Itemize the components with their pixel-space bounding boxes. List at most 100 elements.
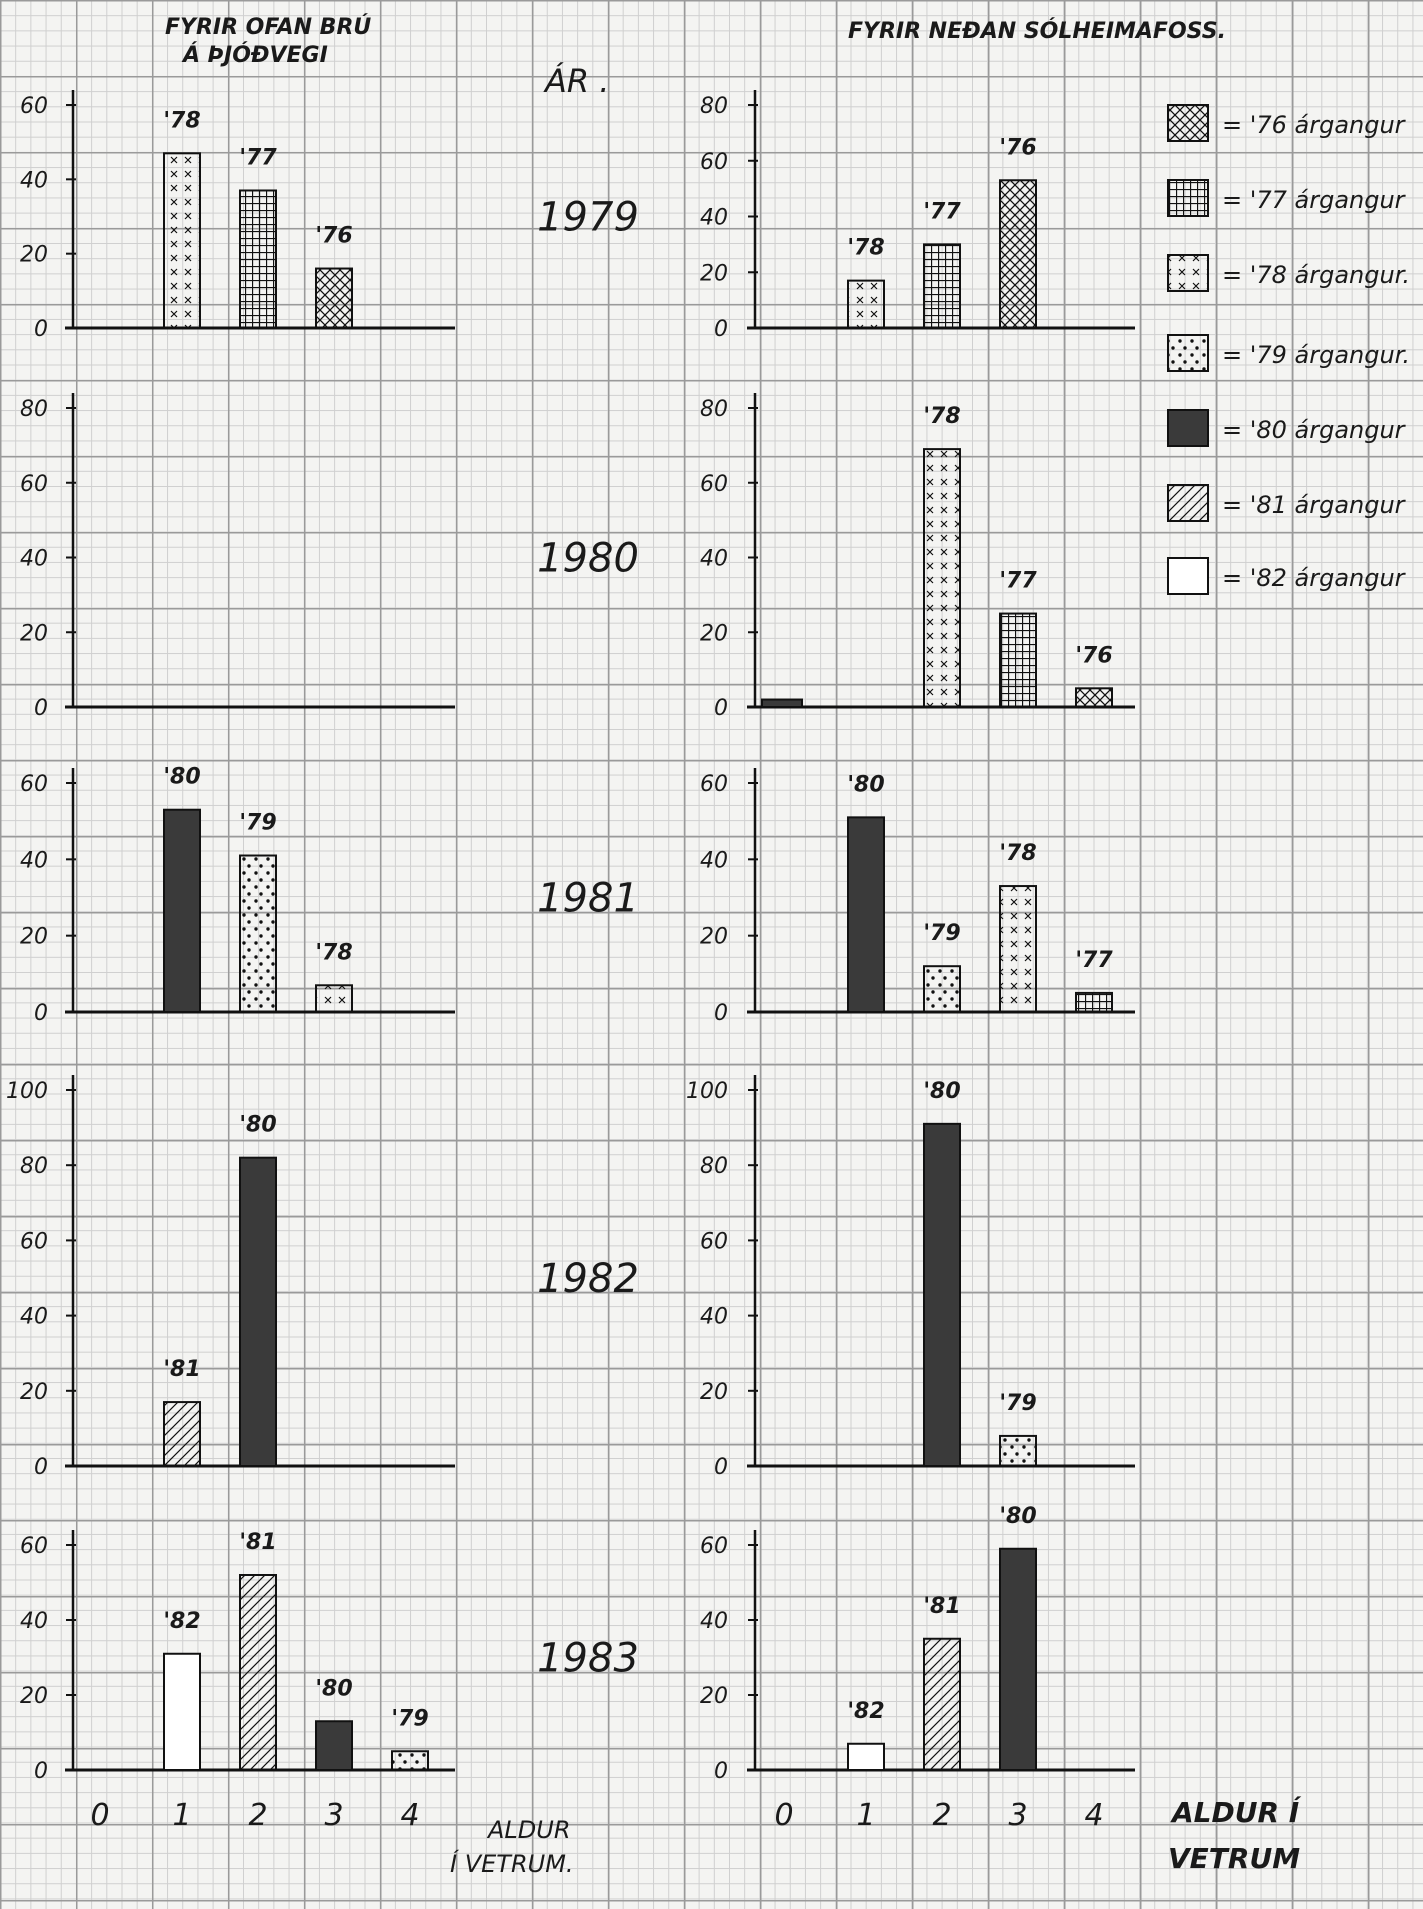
bar-age-1-cohort-78: [163, 152, 201, 329]
y-tick-label: 0: [714, 696, 728, 721]
bar-label: '80: [923, 1079, 960, 1104]
left-xlabel-line1: ALDUR: [486, 1816, 571, 1844]
year-label-1979: 1979: [537, 195, 639, 241]
left-x-tick-1: 1: [172, 1798, 191, 1833]
bar-age-1-cohort-82: [163, 1652, 201, 1771]
right-panel-1982: 0 20 40 60 80 100 '80 '79: [686, 1075, 1135, 1480]
y-tick-label: 20: [20, 243, 48, 268]
bar-label: '76: [1075, 643, 1112, 668]
y-tick-label: 40: [700, 848, 728, 873]
left-panel-title: FYRIR OFAN BRÚ Á ÞJÓÐVEGI: [165, 14, 371, 68]
bar-age-1-cohort-81: [163, 1401, 201, 1467]
bar-age-3-cohort-78: [315, 984, 353, 1013]
bar-age-2-cohort-77: [239, 189, 277, 329]
bar-label: '79: [391, 1706, 428, 1731]
bar-age-2-cohort-81: [923, 1637, 961, 1771]
y-tick-label: 20: [700, 261, 728, 286]
bar-label: '78: [999, 841, 1036, 866]
chart-panels: 0 20 40 60 '78 '77 '76 0 20 40 60 80 '78 '77 '76 0 20 40 6…: [6, 90, 1135, 1784]
y-tick-label: 60: [700, 1229, 728, 1254]
bar-label: '78: [163, 108, 200, 133]
y-tick-label: 40: [20, 848, 48, 873]
bar-age-3-cohort-76: [315, 267, 353, 329]
y-tick-label: 100: [686, 1079, 728, 1104]
bar-label: '80: [999, 1504, 1036, 1529]
left-x-tick-3: 3: [324, 1798, 343, 1833]
right-panel-1983: 0 20 40 60 '82 '81 '80: [700, 1504, 1135, 1784]
bar-label: '77: [1075, 948, 1113, 973]
bar-label: '77: [239, 145, 277, 170]
y-tick-label: 40: [20, 547, 48, 572]
bar-label: '80: [163, 765, 200, 790]
y-tick-label: 0: [714, 1455, 728, 1480]
y-tick-label: 80: [700, 397, 728, 422]
legend-item-81: = '81 árgangur: [1167, 484, 1407, 522]
bar-label: '81: [239, 1530, 276, 1555]
bar-age-3-cohort-76: [999, 179, 1037, 329]
y-tick-label: 20: [20, 925, 48, 950]
bar-age-1-cohort-80: [847, 816, 885, 1013]
bar-age-4-cohort-76: [1075, 687, 1113, 708]
bar-label: '76: [999, 135, 1036, 160]
legend-label: = '77 árgangur: [1222, 186, 1407, 214]
legend-swatch: [1167, 334, 1209, 372]
bar-age-3-cohort-78: [999, 885, 1037, 1013]
y-tick-label: 80: [20, 397, 48, 422]
bar-label: '77: [999, 569, 1037, 594]
bar-age-4-cohort-77: [1075, 991, 1113, 1014]
right-panel-1981: 0 20 40 60 '80 '79 '78 '77: [700, 768, 1135, 1026]
left-panel-1981: 0 20 40 60 '80 '79 '78: [20, 765, 455, 1026]
left-panel-1982: 0 20 40 60 80 100 '81 '80: [6, 1075, 455, 1480]
y-tick-label: 80: [20, 1154, 48, 1179]
y-tick-label: 40: [20, 1305, 48, 1330]
right-x-tick-3: 3: [1008, 1798, 1027, 1833]
legend-swatch: [1167, 254, 1209, 292]
y-tick-label: 60: [20, 1534, 48, 1559]
legend-item-77: = '77 árgangur: [1167, 179, 1407, 217]
y-tick-label: 0: [34, 1759, 48, 1784]
bar-age-2-cohort-78: [923, 448, 961, 708]
left-xlabel-line2: Í VETRUM.: [450, 1849, 574, 1878]
y-tick-label: 40: [700, 206, 728, 231]
y-tick-label: 40: [700, 1609, 728, 1634]
bar-age-1-cohort-80: [163, 808, 201, 1014]
year-label-1981: 1981: [537, 876, 639, 922]
bar-age-0-cohort-80: [761, 698, 803, 709]
y-tick-label: 0: [714, 317, 728, 342]
right-xlabel-line2: VETRUM: [1168, 1842, 1300, 1875]
bar-age-1-cohort-78: [847, 279, 885, 329]
year-labels: 1979 1980 1981 1982 1983: [537, 195, 639, 1682]
legend-swatch: [1167, 557, 1209, 595]
left-x-axis-label: ALDUR Í VETRUM.: [450, 1816, 574, 1878]
left-panel-1979: 0 20 40 60 '78 '77 '76: [20, 90, 455, 342]
legend-item-76: = '76 árgangur: [1167, 104, 1407, 142]
y-tick-label: 40: [20, 1609, 48, 1634]
y-tick-label: 20: [700, 925, 728, 950]
right-x-tick-4: 4: [1084, 1798, 1103, 1833]
bar-age-2-cohort-80: [239, 1156, 277, 1468]
bar-age-3-cohort-79: [999, 1434, 1037, 1468]
y-tick-label: 0: [714, 1001, 728, 1026]
y-tick-label: 0: [34, 696, 48, 721]
y-tick-label: 40: [20, 168, 48, 193]
left-title-line1: FYRIR OFAN BRÚ: [165, 14, 371, 40]
bar-label: '78: [923, 404, 960, 429]
legend-label: = '81 árgangur: [1222, 491, 1407, 519]
legend-item-78: = '78 árgangur.: [1167, 254, 1410, 292]
legend-label: = '79 árgangur.: [1222, 341, 1410, 369]
x-axis-ticks: 0 1 2 3 4 0 1 2 3 4: [90, 1798, 1103, 1833]
legend: = '76 árgangur = '77 árgangur = '78 árgang…: [1167, 104, 1410, 595]
left-title-line2: Á ÞJÓÐVEGI: [181, 42, 328, 68]
y-tick-label: 40: [700, 1305, 728, 1330]
bar-label: '76: [315, 224, 352, 249]
legend-swatch: [1167, 179, 1209, 217]
y-tick-label: 100: [6, 1079, 48, 1104]
y-tick-label: 20: [700, 1380, 728, 1405]
y-tick-label: 60: [700, 150, 728, 175]
bar-label: '78: [847, 236, 884, 261]
legend-label: = '78 árgangur.: [1222, 261, 1410, 289]
y-tick-label: 60: [20, 1229, 48, 1254]
right-x-axis-label: ALDUR Í VETRUM: [1168, 1795, 1302, 1875]
y-tick-label: 20: [20, 1380, 48, 1405]
bar-label: '80: [847, 772, 884, 797]
